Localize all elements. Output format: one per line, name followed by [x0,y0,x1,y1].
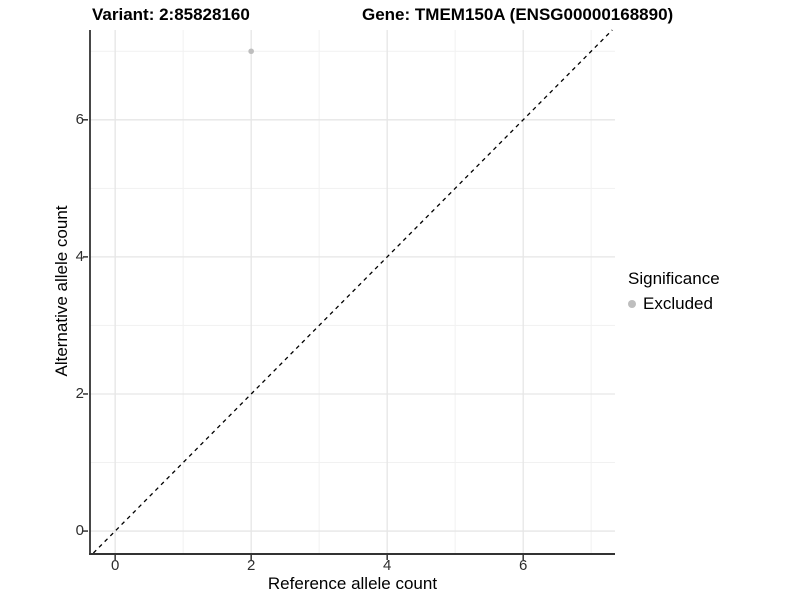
x-tick-label: 6 [519,557,528,574]
plot-title-variant: Variant: 2:85828160 [92,5,250,24]
legend-item-excluded: Excluded [628,294,720,314]
legend-item-label: Excluded [643,294,713,313]
x-tick-label: 0 [110,557,120,574]
x-tick-label: 4 [383,557,392,574]
plot-title-gene: Gene: TMEM150A (ENSG00000168890) [362,5,674,24]
x-tick-label: 2 [247,557,256,574]
y-tick-label: 4 [75,247,84,265]
x-axis-label: Reference allele count [267,574,438,593]
y-tick-label: 0 [75,522,84,540]
legend-point-icon [628,300,636,308]
legend-title: Significance [628,269,720,288]
legend: Significance Excluded [628,269,720,314]
y-axis-label: Alternative allele count [52,205,71,377]
y-tick-label: 6 [75,110,84,128]
y-tick-label: 2 [75,384,84,402]
identity-reference-line [92,29,613,554]
data-point-excluded [248,48,254,55]
